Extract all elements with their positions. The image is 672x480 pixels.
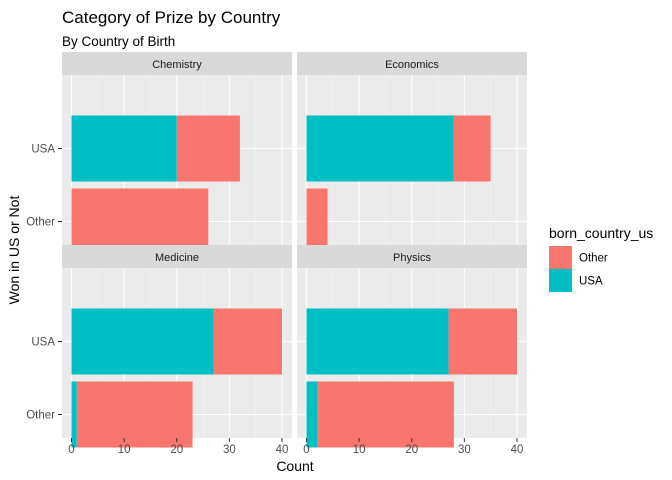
bar-chemistry-usa-usa [71, 115, 177, 182]
bar-medicine-other-usa [71, 381, 77, 448]
facet-strip-label: Chemistry [152, 59, 202, 71]
bar-physics-other-usa [306, 381, 318, 448]
chart-title: Category of Prize by Country [62, 8, 281, 27]
bar-medicine-usa-other [213, 308, 282, 375]
legend: born_country_us Other USA [549, 225, 653, 292]
x-tick-label: 40 [276, 444, 289, 456]
bar-chemistry-other-other [71, 188, 209, 255]
bar-physics-other-other [317, 381, 454, 448]
bar-economics-usa-usa [306, 115, 454, 182]
x-tick-label: 0 [303, 444, 309, 456]
y-tick-label: USA [31, 144, 55, 156]
chart-subtitle: By Country of Birth [62, 34, 175, 49]
facet-strip [297, 52, 527, 75]
y-tick-label: Other [26, 217, 55, 229]
facet-strip-label: Physics [393, 252, 431, 264]
facet-strip [297, 245, 527, 268]
x-tick-label: 20 [405, 444, 418, 456]
y-axis-title: Won in US or Not [6, 196, 22, 305]
x-tick-label: 10 [118, 444, 131, 456]
bar-economics-other-other [306, 188, 328, 255]
facet-physics: Physics [297, 245, 527, 448]
x-axis-title: Count [276, 458, 313, 474]
bar-economics-usa-other [453, 115, 491, 182]
bar-medicine-other-other [76, 381, 193, 448]
bar-medicine-usa-usa [71, 308, 214, 375]
legend-title: born_country_us [549, 225, 653, 241]
x-tick-label: 30 [223, 444, 236, 456]
bar-physics-usa-other [448, 308, 517, 375]
x-tick-label: 10 [353, 444, 366, 456]
legend-label: USA [579, 276, 603, 288]
legend-key-usa [549, 269, 572, 292]
bar-physics-usa-usa [306, 308, 449, 375]
y-tick-label: USA [31, 337, 55, 349]
facet-chemistry: Chemistry [62, 52, 292, 255]
axes: 0 10 20 30 40 0 10 20 30 40 USA Other USA Other [26, 144, 523, 457]
facet-strip [62, 52, 292, 75]
x-tick-label: 30 [458, 444, 471, 456]
legend-key-other [549, 246, 572, 269]
facet-economics: Economics [297, 52, 527, 255]
x-tick-label: 20 [170, 444, 183, 456]
legend-label: Other [579, 253, 608, 265]
facet-strip [62, 245, 292, 268]
x-tick-label: 0 [68, 444, 74, 456]
facet-strip-label: Economics [385, 59, 439, 71]
facet-medicine: Medicine [62, 245, 292, 448]
facet-panels: Chemistry Economics Medicine Physics [62, 52, 527, 448]
bar-chemistry-usa-other [176, 115, 240, 182]
x-tick-label: 40 [511, 444, 524, 456]
y-tick-label: Other [26, 410, 55, 422]
facet-strip-label: Medicine [155, 252, 199, 264]
